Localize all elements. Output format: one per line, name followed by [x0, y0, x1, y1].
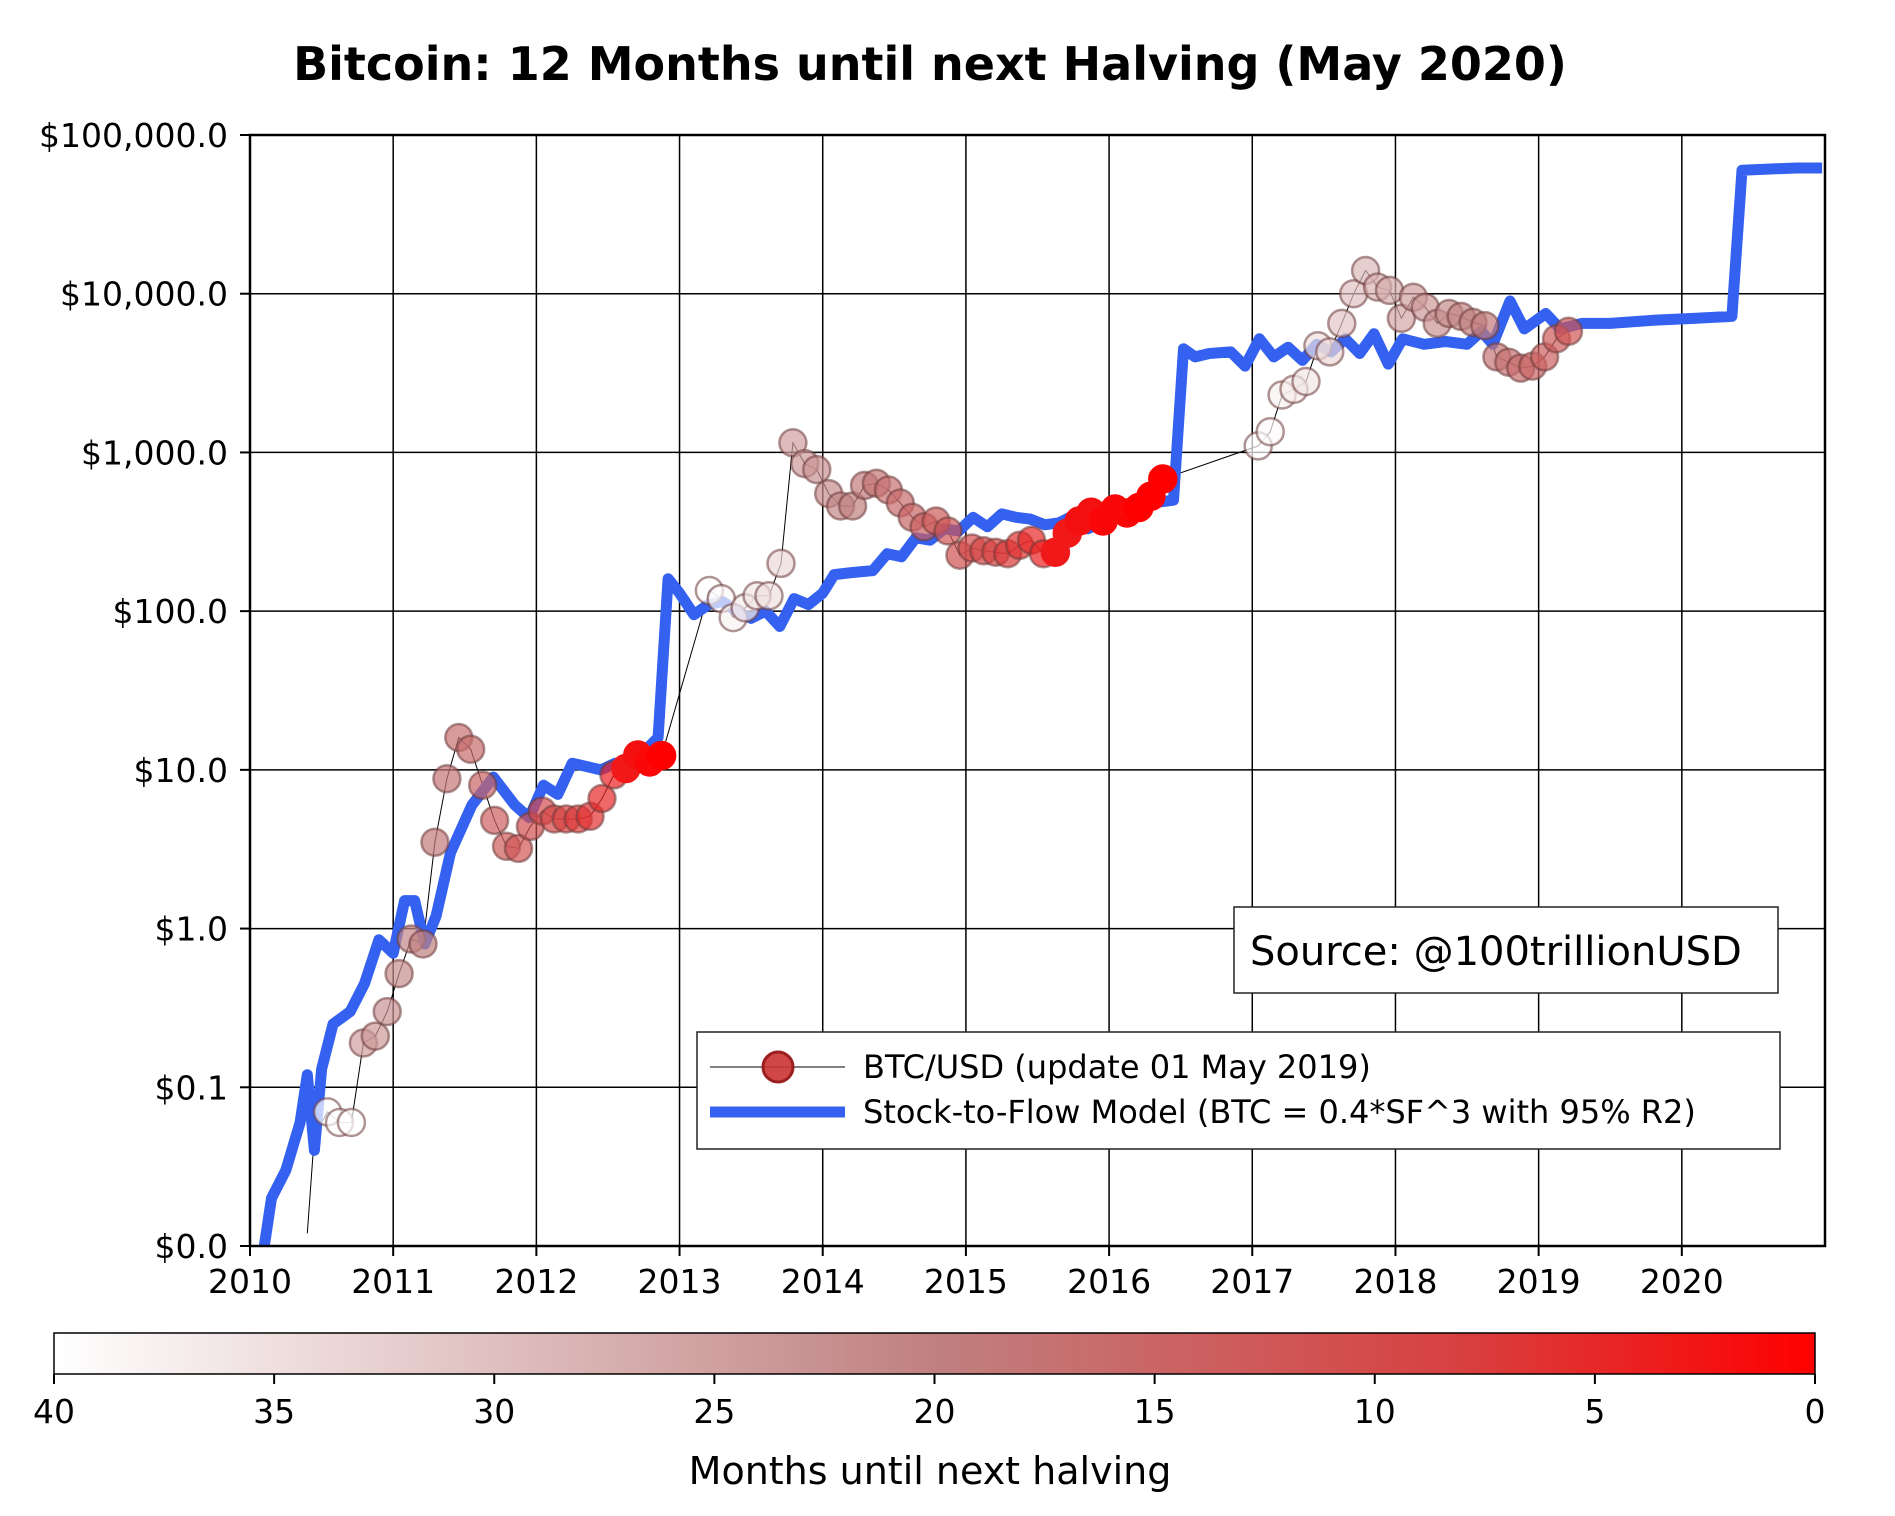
colorbar-label: Months until next halving — [689, 1449, 1172, 1493]
price-point — [384, 958, 414, 989]
colorbar-tick-label: 0 — [1805, 1392, 1826, 1431]
x-tick-label: 2012 — [494, 1262, 578, 1301]
y-tick-label: $1.0 — [155, 910, 228, 949]
price-point — [479, 805, 510, 836]
x-tick-label: 2020 — [1640, 1262, 1724, 1301]
x-axis: 2010 2011 2012 2013 2014 2015 2016 2017 2018 2019… — [208, 1246, 1724, 1301]
price-point — [455, 734, 486, 764]
colorbar-tick-label: 20 — [914, 1392, 956, 1431]
source-box — [1233, 906, 1779, 994]
x-tick-label: 2019 — [1497, 1262, 1581, 1301]
chart-title: Bitcoin: 12 Months until next Halving (M… — [293, 37, 1567, 91]
x-tick-label: 2017 — [1210, 1262, 1294, 1301]
y-tick-label: $0.1 — [155, 1068, 228, 1107]
y-tick-label: $100.0 — [113, 592, 228, 631]
colorbar-tick-label: 10 — [1354, 1392, 1396, 1431]
colorbar-tick-label: 35 — [253, 1392, 295, 1431]
y-tick-label: $10,000.0 — [60, 275, 228, 314]
x-tick-label: 2015 — [924, 1262, 1008, 1301]
x-tick-label: 2018 — [1353, 1262, 1437, 1301]
price-point — [1315, 337, 1345, 367]
y-tick-label: $0.0 — [155, 1227, 228, 1266]
price-point — [420, 827, 450, 857]
price-point — [467, 770, 498, 800]
plot-area — [258, 162, 1823, 1246]
source-annotation: Source: @100trillionUSD — [1250, 929, 1742, 975]
price-point — [1291, 366, 1321, 397]
x-tick-label: 2016 — [1067, 1262, 1151, 1301]
price-point — [1553, 316, 1584, 347]
colorbar-tick-label: 30 — [473, 1392, 515, 1431]
plot-frame — [248, 133, 1827, 1248]
price-point — [766, 548, 796, 579]
x-tick-label: 2010 — [208, 1262, 292, 1301]
colorbar-ticks: 40 35 30 25 20 15 10 5 0 — [33, 1374, 1826, 1431]
price-point — [1470, 310, 1500, 341]
x-tick-label: 2011 — [351, 1262, 435, 1301]
price-point — [408, 929, 438, 959]
legend-box — [696, 1031, 1781, 1150]
y-axis: $0.0 $0.1 $1.0 $10.0 $100.0 $1,000.0 $10,000.0… — [39, 116, 250, 1266]
price-point — [336, 1107, 367, 1138]
price-point — [432, 763, 462, 794]
colorbar-tick-label: 25 — [693, 1392, 735, 1431]
price-point — [1148, 464, 1178, 494]
y-tick-label: $10.0 — [134, 751, 228, 790]
price-point — [587, 783, 617, 814]
legend-price-label: BTC/USD (update 01 May 2019) — [863, 1048, 1371, 1086]
price-point — [360, 1021, 391, 1051]
colorbar — [53, 1332, 1816, 1375]
legend-model-label: Stock-to-Flow Model (BTC = 0.4*SF^3 with… — [863, 1093, 1696, 1131]
price-point — [1255, 416, 1285, 447]
price-point — [933, 516, 963, 546]
legend: BTC/USD (update 01 May 2019) Stock-to-Fl… — [696, 1031, 1781, 1150]
price-point — [372, 996, 402, 1027]
price-point — [802, 454, 832, 485]
x-tick-label: 2014 — [781, 1262, 865, 1301]
x-tick-label: 2013 — [638, 1262, 722, 1301]
price-point — [754, 581, 784, 611]
y-tick-label: $1,000.0 — [81, 433, 228, 472]
legend-price-dot — [761, 1050, 795, 1084]
price-dots — [312, 255, 1584, 1138]
colorbar-tick-label: 15 — [1134, 1392, 1176, 1431]
price-point — [1327, 308, 1357, 339]
colorbar-tick-label: 5 — [1584, 1392, 1605, 1431]
y-tick-label: $100,000.0 — [39, 116, 228, 155]
price-point — [646, 740, 677, 771]
colorbar-tick-label: 40 — [33, 1392, 75, 1431]
